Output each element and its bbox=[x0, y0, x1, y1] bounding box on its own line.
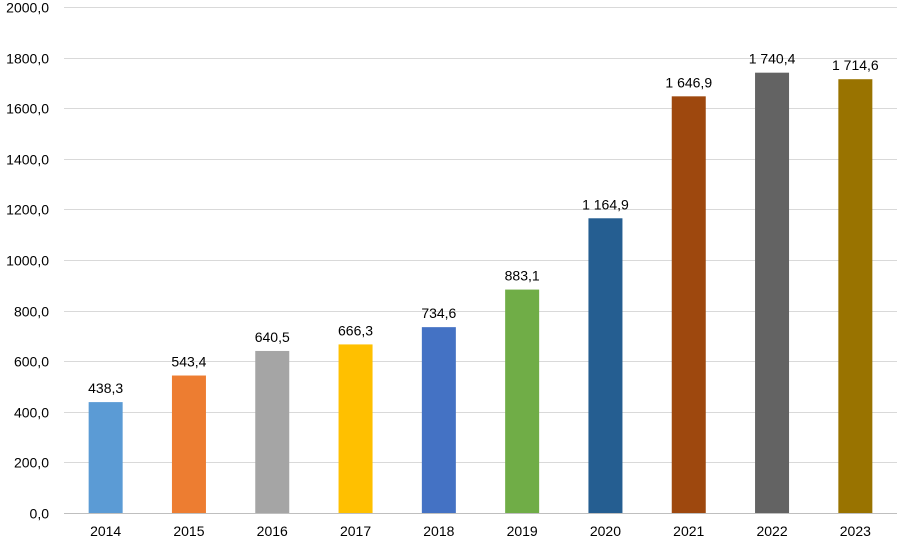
bar-2014 bbox=[88, 402, 123, 513]
bar-2016 bbox=[255, 350, 290, 513]
x-tick-label-2016: 2016 bbox=[257, 523, 288, 539]
data-label-2017: 666,3 bbox=[338, 322, 373, 338]
bar-2021 bbox=[671, 96, 706, 514]
x-tick-label-2019: 2019 bbox=[507, 523, 538, 539]
data-labels: 438,3 543,4 640,5 666,3 734,6 883,1 1 164,9 1 6… bbox=[88, 51, 879, 396]
bar-2023 bbox=[838, 79, 873, 513]
data-label-2023: 1 714,6 bbox=[832, 57, 879, 73]
y-tick-label: 1200,0 bbox=[6, 202, 49, 218]
bar-2022 bbox=[755, 72, 790, 513]
bar-2019 bbox=[505, 289, 540, 513]
data-label-2014: 438,3 bbox=[88, 380, 123, 396]
x-tick-label-2017: 2017 bbox=[340, 523, 371, 539]
y-tick-label: 2000,0 bbox=[6, 0, 49, 16]
x-tick-label-2018: 2018 bbox=[423, 523, 454, 539]
y-tick-label: 1000,0 bbox=[6, 253, 49, 269]
bar-2020 bbox=[588, 218, 623, 513]
data-label-2019: 883,1 bbox=[505, 268, 540, 284]
y-tick-label: 400,0 bbox=[14, 405, 49, 421]
y-tick-label: 0,0 bbox=[30, 506, 50, 522]
y-axis-tick-labels: 0,0 200,0 400,0 600,0 800,0 1000,0 1200,0 1400,… bbox=[6, 0, 49, 522]
y-tick-label: 1400,0 bbox=[6, 152, 49, 168]
data-label-2020: 1 164,9 bbox=[582, 196, 629, 212]
y-tick-label: 600,0 bbox=[14, 354, 49, 370]
data-label-2015: 543,4 bbox=[171, 354, 206, 370]
bar-2018 bbox=[421, 327, 456, 513]
bar-2015 bbox=[171, 375, 206, 513]
y-tick-label: 1800,0 bbox=[6, 51, 49, 67]
y-tick-label: 800,0 bbox=[14, 304, 49, 320]
y-tick-label: 1600,0 bbox=[6, 101, 49, 117]
x-tick-label-2014: 2014 bbox=[90, 523, 121, 539]
bar-2017 bbox=[338, 344, 373, 513]
x-tick-label-2020: 2020 bbox=[590, 523, 621, 539]
y-tick-label: 200,0 bbox=[14, 455, 49, 471]
data-label-2021: 1 646,9 bbox=[665, 74, 712, 90]
bars bbox=[88, 72, 873, 514]
x-tick-label-2022: 2022 bbox=[756, 523, 787, 539]
x-axis-category-labels: 2014 2015 2016 2017 2018 2019 2020 2021 2022 2023 bbox=[90, 523, 871, 539]
data-label-2022: 1 740,4 bbox=[749, 51, 796, 67]
x-tick-label-2015: 2015 bbox=[173, 523, 204, 539]
x-tick-label-2023: 2023 bbox=[840, 523, 871, 539]
data-label-2018: 734,6 bbox=[421, 305, 456, 321]
x-tick-label-2021: 2021 bbox=[673, 523, 704, 539]
data-label-2016: 640,5 bbox=[255, 329, 290, 345]
